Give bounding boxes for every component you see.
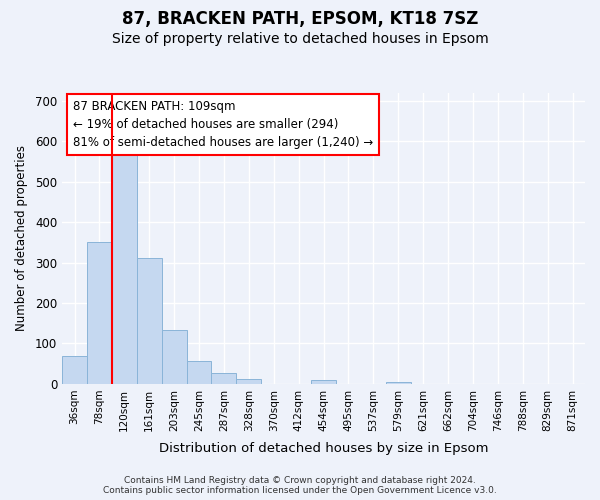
Bar [311, 380, 336, 384]
X-axis label: Distribution of detached houses by size in Epsom: Distribution of detached houses by size … [159, 442, 488, 455]
Y-axis label: Number of detached properties: Number of detached properties [15, 146, 28, 332]
Bar [236, 378, 261, 384]
Bar [62, 356, 87, 384]
Bar [161, 330, 187, 384]
Text: Size of property relative to detached houses in Epsom: Size of property relative to detached ho… [112, 32, 488, 46]
Bar [386, 382, 410, 384]
Bar [211, 373, 236, 384]
Bar [137, 258, 161, 384]
Bar [112, 154, 137, 384]
Text: 87 BRACKEN PATH: 109sqm
← 19% of detached houses are smaller (294)
81% of semi-d: 87 BRACKEN PATH: 109sqm ← 19% of detache… [73, 100, 373, 150]
Bar [87, 242, 112, 384]
Text: 87, BRACKEN PATH, EPSOM, KT18 7SZ: 87, BRACKEN PATH, EPSOM, KT18 7SZ [122, 10, 478, 28]
Text: Contains HM Land Registry data © Crown copyright and database right 2024.
Contai: Contains HM Land Registry data © Crown c… [103, 476, 497, 495]
Bar [187, 361, 211, 384]
